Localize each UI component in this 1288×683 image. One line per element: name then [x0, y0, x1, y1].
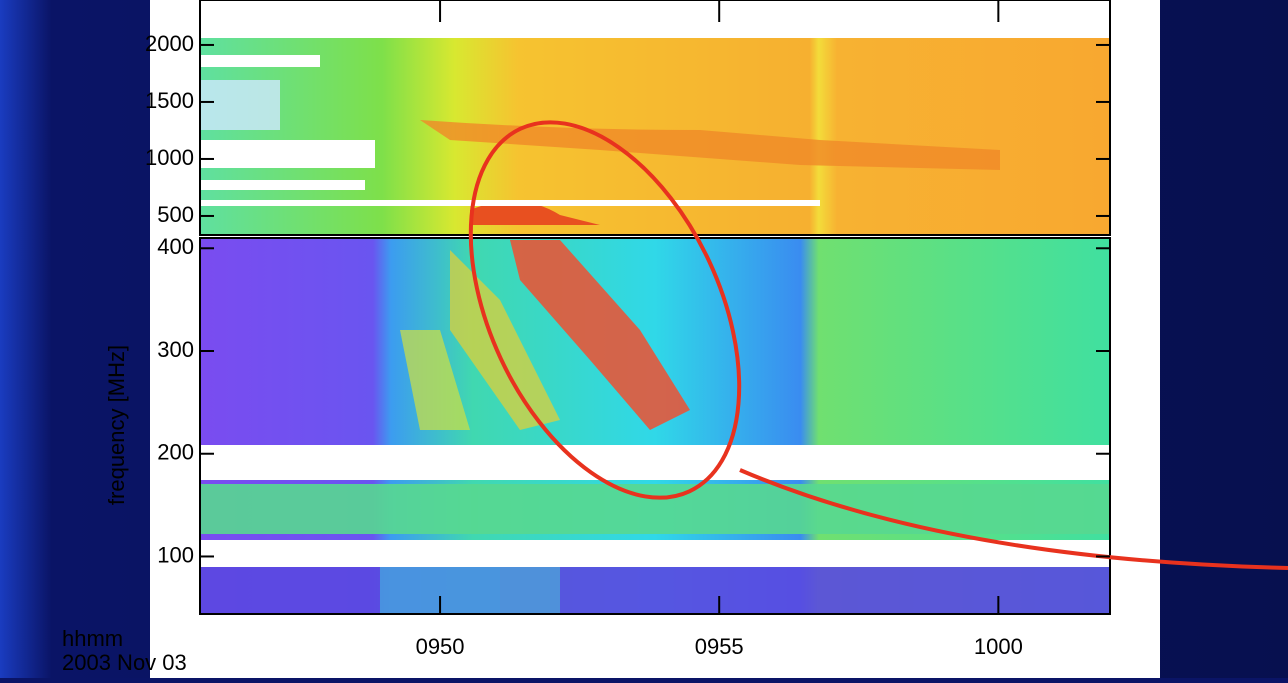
y-tick-label: 1500 [145, 88, 194, 113]
date-label: 2003 Nov 03 [62, 650, 187, 675]
y-tick-label: 500 [157, 202, 194, 227]
x-tick-label: 0955 [695, 634, 744, 659]
top-panel-frame [199, 0, 1111, 236]
y-tick-label: 400 [157, 234, 194, 259]
y-tick-label: 200 [157, 440, 194, 465]
x-axis-label: hhmm [62, 626, 123, 651]
y-tick-label: 1000 [145, 145, 194, 170]
x-tick-label: 1000 [974, 634, 1023, 659]
bottom-panel-frame [199, 237, 1111, 615]
x-tick-label: 0950 [416, 634, 465, 659]
y-tick-label: 2000 [145, 31, 194, 56]
annotation [468, 120, 1288, 570]
y-axis-label: frequency [MHz] [104, 345, 129, 505]
y-tick-label: 100 [157, 542, 194, 567]
y-tick-label: 300 [157, 337, 194, 362]
spectrogram-image [200, 38, 1110, 614]
